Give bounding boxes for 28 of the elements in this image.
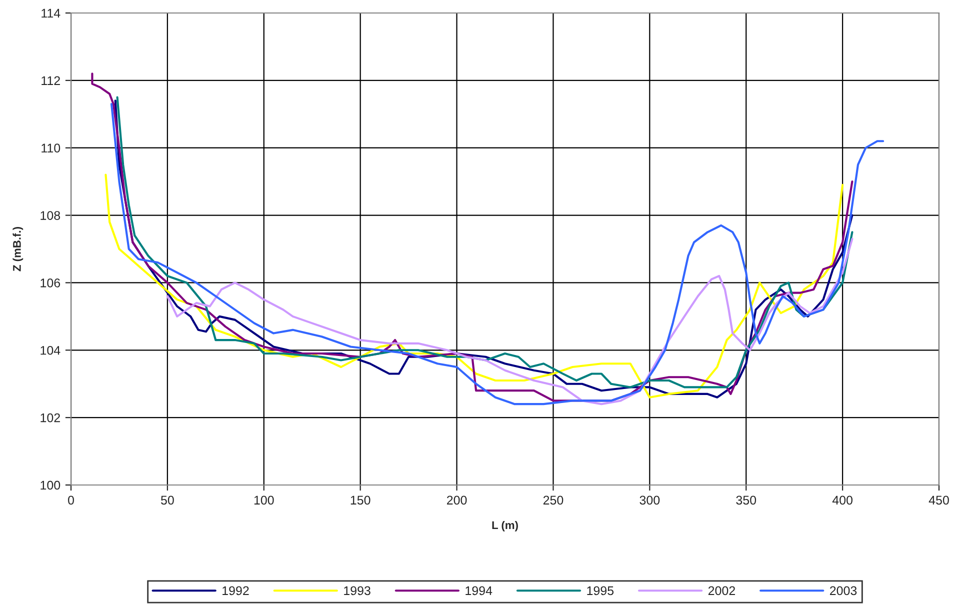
- x-tick-label: 350: [736, 496, 756, 505]
- y-tick-label: 102: [40, 413, 60, 422]
- y-tick-label: 108: [40, 211, 60, 220]
- x-tick-label: 100: [254, 496, 274, 505]
- y-tick-label: 100: [40, 480, 60, 490]
- y-tick-label: 114: [42, 8, 60, 18]
- x-tick-label: 300: [640, 496, 660, 505]
- legend-label: 2003: [830, 586, 857, 596]
- x-tick-label: 0: [68, 496, 74, 505]
- legend-label: 1992: [222, 586, 249, 596]
- legend-label: 1993: [344, 586, 370, 596]
- line-series: [166, 238, 854, 406]
- x-tick-label: 200: [446, 496, 467, 505]
- y-axis-title: Z (mB.f.): [12, 227, 24, 272]
- y-tick-label: 106: [40, 278, 60, 288]
- x-axis-title: L (m): [492, 520, 518, 532]
- x-tick-label: 400: [832, 496, 852, 505]
- y-tick-label: 110: [42, 144, 60, 153]
- x-tick-label: 250: [543, 496, 564, 505]
- x-tick-label: 450: [928, 496, 949, 505]
- y-tick-label: 112: [42, 76, 60, 85]
- legend-label: 1994: [466, 586, 492, 596]
- line-series: [104, 174, 844, 398]
- x-tick-label: 50: [160, 496, 174, 505]
- legend-label: 1995: [587, 586, 614, 596]
- legend-label: 2002: [708, 586, 735, 596]
- x-tick-label: 150: [350, 496, 370, 505]
- y-tick-label: 104: [40, 346, 60, 355]
